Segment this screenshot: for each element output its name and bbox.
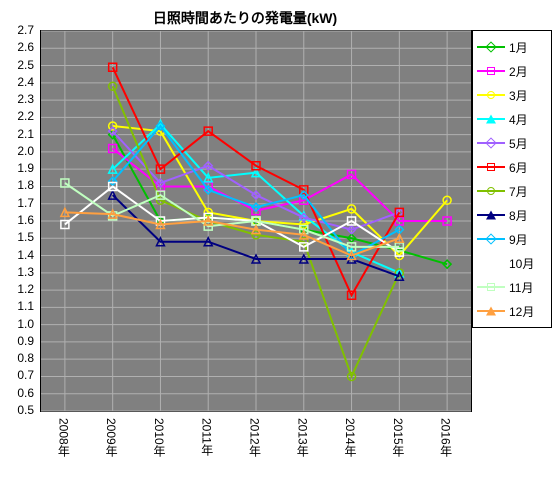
y-tick-label: 1.2: [17, 282, 34, 296]
legend-label: 1月: [509, 39, 528, 56]
plot-svg: [41, 31, 471, 411]
x-tick-label: 2009年: [103, 418, 120, 457]
legend-swatch: [477, 46, 505, 48]
x-tick-label: 2015年: [390, 418, 407, 457]
legend-label: 10月: [509, 255, 534, 272]
y-tick-label: 2.6: [17, 40, 34, 54]
x-tick-label: 2011年: [199, 418, 216, 456]
legend-label: 11月: [509, 279, 533, 296]
legend-item-10月: 10月: [477, 251, 547, 275]
chart-container: 日照時間あたりの発電量(kW) 0.5 0.6 0.7 0.8 0.9 1.0 1.1 1.2…: [0, 0, 560, 502]
y-tick-label: 1.9: [17, 161, 34, 175]
legend-label: 3月: [509, 87, 528, 104]
legend-swatch: [477, 286, 505, 288]
legend-swatch: [477, 310, 505, 312]
y-tick-label: 0.8: [17, 351, 34, 365]
x-tick-label: 2012年: [247, 418, 264, 457]
legend-item-1月: 1月: [477, 35, 547, 59]
y-tick-label: 2.2: [17, 109, 34, 123]
legend-swatch: [477, 166, 505, 168]
legend-label: 5月: [509, 135, 528, 152]
legend-item-4月: 4月: [477, 107, 547, 131]
y-axis: 0.50.60.70.80.91.01.11.21.31.41.51.61.71…: [0, 30, 38, 410]
x-tick-label: 2016年: [438, 418, 455, 457]
y-tick-label: 2.1: [17, 127, 34, 141]
legend-swatch: [477, 238, 505, 240]
legend-swatch: [477, 190, 505, 192]
legend-item-6月: 6月: [477, 155, 547, 179]
y-tick-label: 2.5: [17, 58, 34, 72]
x-tick-label: 2014年: [342, 418, 359, 457]
legend-item-3月: 3月: [477, 83, 547, 107]
legend: 1月 2月 3月 4月 5月 6月 7月 8月 9月 10月 11月 12月: [472, 30, 552, 328]
y-tick-label: 2.0: [17, 144, 34, 158]
legend-swatch: [477, 262, 505, 264]
y-tick-label: 1.4: [17, 248, 34, 262]
plot-area: [40, 30, 472, 412]
y-tick-label: 2.7: [17, 23, 34, 37]
y-tick-label: 0.5: [17, 403, 34, 417]
y-tick-label: 1.1: [17, 299, 34, 313]
x-axis: 2008年 2009年 2010年 2011年 2012年 2013年 2014年 2015年…: [40, 414, 470, 494]
y-tick-label: 1.8: [17, 178, 34, 192]
y-tick-label: 2.4: [17, 75, 34, 89]
x-tick-label: 2008年: [55, 418, 72, 457]
y-tick-label: 0.6: [17, 386, 34, 400]
y-tick-label: 0.7: [17, 368, 34, 382]
legend-label: 9月: [509, 231, 528, 248]
y-tick-label: 2.3: [17, 92, 34, 106]
legend-swatch: [477, 118, 505, 120]
legend-swatch: [477, 142, 505, 144]
legend-label: 12月: [509, 303, 534, 320]
legend-label: 4月: [509, 111, 528, 128]
y-tick-label: 1.3: [17, 265, 34, 279]
legend-item-11月: 11月: [477, 275, 547, 299]
legend-label: 6月: [509, 159, 528, 176]
legend-swatch: [477, 70, 505, 72]
legend-item-5月: 5月: [477, 131, 547, 155]
legend-item-8月: 8月: [477, 203, 547, 227]
legend-label: 8月: [509, 207, 528, 224]
legend-swatch: [477, 94, 505, 96]
y-tick-label: 1.5: [17, 230, 34, 244]
y-tick-label: 0.9: [17, 334, 34, 348]
x-tick-label: 2010年: [151, 418, 168, 457]
x-tick-label: 2013年: [294, 418, 311, 457]
legend-item-12月: 12月: [477, 299, 547, 323]
chart-title: 日照時間あたりの発電量(kW): [0, 8, 490, 28]
y-tick-label: 1.6: [17, 213, 34, 227]
legend-swatch: [477, 214, 505, 216]
y-tick-label: 1.0: [17, 317, 34, 331]
y-tick-label: 1.7: [17, 196, 34, 210]
legend-item-9月: 9月: [477, 227, 547, 251]
legend-item-2月: 2月: [477, 59, 547, 83]
legend-label: 2月: [509, 63, 528, 80]
legend-item-7月: 7月: [477, 179, 547, 203]
legend-label: 7月: [509, 183, 528, 200]
